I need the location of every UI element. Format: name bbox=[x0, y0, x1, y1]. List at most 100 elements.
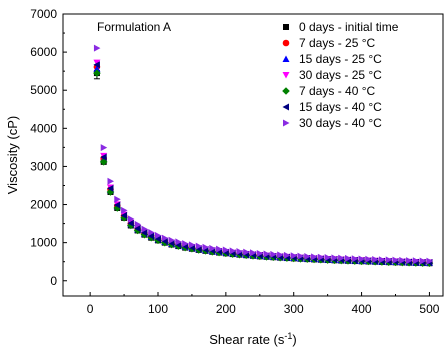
x-axis-title: Shear rate (s-1) bbox=[209, 331, 297, 347]
y-tick-label: 4000 bbox=[30, 121, 57, 135]
legend-label: 30 days - 40 °C bbox=[299, 116, 382, 130]
data-point bbox=[127, 219, 134, 227]
legend-label: 7 days - 40 °C bbox=[299, 84, 376, 98]
data-point bbox=[392, 256, 399, 264]
data-point bbox=[317, 253, 325, 261]
data-point bbox=[290, 252, 298, 260]
data-point bbox=[93, 69, 101, 77]
y-tick-label: 1000 bbox=[30, 236, 57, 250]
legend-marker bbox=[282, 72, 290, 79]
data-point bbox=[365, 255, 372, 263]
legend-marker bbox=[282, 103, 289, 111]
data-point bbox=[113, 201, 121, 209]
series-group bbox=[93, 69, 434, 268]
data-point bbox=[168, 236, 176, 244]
data-point bbox=[358, 255, 366, 263]
series-group bbox=[93, 44, 433, 265]
data-point bbox=[161, 237, 168, 245]
data-point bbox=[345, 254, 352, 262]
data-point bbox=[270, 250, 277, 258]
legend: 0 days - initial time 7 days - 25 °C 15 da… bbox=[282, 20, 399, 130]
legend-marker bbox=[282, 39, 290, 47]
data-point bbox=[311, 253, 318, 261]
y-axis-title: Viscosity (cP) bbox=[5, 116, 20, 195]
y-tick-label: 6000 bbox=[30, 45, 57, 59]
legend-marker bbox=[282, 87, 290, 95]
x-axis-title-end: ) bbox=[292, 332, 296, 347]
data-point bbox=[331, 254, 338, 262]
data-point bbox=[304, 253, 311, 261]
y-tick-label: 7000 bbox=[30, 7, 57, 21]
legend-label: 15 days - 25 °C bbox=[299, 52, 382, 66]
data-point bbox=[155, 232, 162, 240]
data-point bbox=[120, 211, 128, 219]
data-point bbox=[93, 61, 100, 69]
data-point bbox=[188, 241, 196, 249]
data-point bbox=[419, 257, 427, 265]
legend-label: 30 days - 25 °C bbox=[299, 68, 382, 82]
legend-marker bbox=[283, 24, 289, 30]
data-point bbox=[256, 249, 264, 257]
data-point bbox=[372, 255, 379, 263]
data-point bbox=[107, 177, 114, 185]
data-point bbox=[127, 215, 135, 223]
data-point bbox=[216, 245, 223, 253]
x-axis-title-sup: -1 bbox=[284, 331, 292, 341]
y-tick-label: 0 bbox=[50, 274, 57, 288]
data-point bbox=[168, 239, 175, 247]
x-tick-label: 100 bbox=[148, 302, 168, 316]
y-tick-label: 3000 bbox=[30, 159, 57, 173]
axis-ticks: 0 100 200 300 400 500010002000300040005000600… bbox=[30, 7, 439, 316]
data-point bbox=[134, 220, 142, 228]
data-point bbox=[140, 229, 148, 237]
data-point bbox=[297, 252, 304, 260]
data-point bbox=[175, 238, 182, 246]
data-point bbox=[134, 224, 141, 232]
data-point bbox=[229, 247, 237, 255]
data-point bbox=[338, 254, 345, 262]
data-point bbox=[426, 257, 433, 265]
data-point bbox=[283, 251, 291, 259]
data-point bbox=[147, 232, 155, 240]
data-point bbox=[107, 184, 114, 192]
data-points bbox=[93, 44, 434, 268]
x-tick-label: 300 bbox=[284, 302, 304, 316]
data-point bbox=[93, 44, 101, 52]
plot-frame bbox=[62, 13, 444, 297]
x-axis-title-main: Shear rate (s bbox=[209, 332, 285, 347]
legend-marker bbox=[283, 119, 290, 127]
data-point bbox=[406, 257, 413, 265]
data-point bbox=[263, 250, 271, 258]
data-point bbox=[113, 204, 122, 212]
data-point bbox=[161, 234, 169, 242]
data-point bbox=[100, 153, 107, 161]
x-tick-label: 400 bbox=[352, 302, 372, 316]
data-point bbox=[182, 240, 189, 248]
data-point bbox=[236, 248, 243, 256]
data-point bbox=[141, 225, 148, 233]
data-point bbox=[209, 244, 216, 252]
legend-marker bbox=[282, 55, 290, 62]
data-point bbox=[351, 255, 359, 263]
y-tick-label: 5000 bbox=[30, 83, 57, 97]
data-point bbox=[154, 235, 161, 243]
y-tick-label: 2000 bbox=[30, 198, 57, 212]
data-point bbox=[385, 256, 393, 264]
data-point bbox=[121, 206, 128, 214]
data-point bbox=[222, 246, 230, 254]
annotation-label: Formulation A bbox=[97, 20, 171, 34]
x-tick-label: 500 bbox=[419, 302, 439, 316]
legend-label: 7 days - 25 °C bbox=[299, 36, 376, 50]
data-point bbox=[114, 195, 121, 203]
data-point bbox=[250, 249, 257, 257]
data-point bbox=[378, 256, 386, 264]
data-point bbox=[324, 254, 332, 262]
data-point bbox=[399, 256, 406, 264]
data-point bbox=[202, 243, 209, 251]
data-point bbox=[195, 242, 203, 250]
x-tick-label: 200 bbox=[216, 302, 236, 316]
legend-label: 15 days - 40 °C bbox=[299, 100, 382, 114]
data-point bbox=[93, 65, 101, 72]
data-point bbox=[99, 158, 108, 166]
